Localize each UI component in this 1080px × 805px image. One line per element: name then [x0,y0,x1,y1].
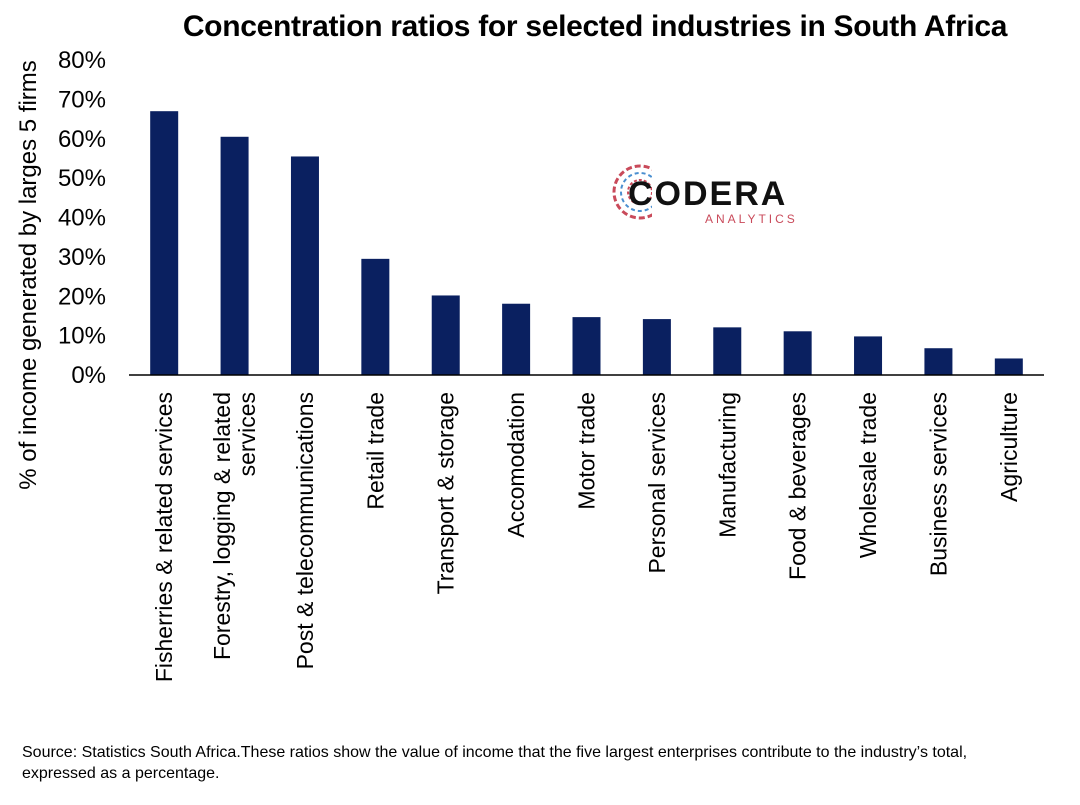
x-tick-label-line: Manufacturing [714,392,740,538]
x-tick-label-line: Fisherries & related services [151,392,177,682]
x-tick-label: Forestry, logging & relatedservices [209,392,260,660]
bar [642,319,671,375]
bar [713,327,742,375]
logo-tagline: ANALYTICS [705,212,798,226]
x-tick-label-line: Agriculture [996,392,1022,502]
y-tick-label: 10% [58,323,106,350]
source-note: Source: Statistics South Africa.These ra… [22,744,968,782]
y-axis-title: % of income generated by larges 5 firms [15,60,42,490]
x-tick-label-line: Forestry, logging & related [209,392,235,660]
x-tick-label: Retail trade [362,392,388,510]
x-tick-label-line: Personal services [644,392,670,574]
x-tick-label-line: Business services [925,392,951,576]
y-tick-label: 60% [58,126,106,153]
x-tick-label-line: Transport & storage [433,392,459,594]
bar [220,136,249,375]
x-tick-label: Food & beverages [785,392,811,580]
bar [994,358,1023,375]
x-tick-label: Post & telecommunications [292,392,318,669]
y-tick-label: 80% [58,47,106,74]
x-tick-label: Fisherries & related services [151,392,177,682]
bar [502,303,531,375]
x-tick-label-line: Retail trade [362,392,388,510]
x-tick-label: Accomodation [503,392,529,538]
bar [361,258,390,375]
chart-title: Concentration ratios for selected indust… [182,10,1008,43]
y-tick-label: 20% [58,283,106,310]
bars [150,111,1023,375]
y-tick-label: 0% [71,362,106,389]
bar [290,156,319,375]
y-axis-ticks: 0% 10% 20% 30% 40% 50% 60% 70% 80% [58,47,106,389]
y-tick-label: 50% [58,165,106,192]
y-tick-label: 70% [58,86,106,113]
bar [924,348,953,375]
x-tick-label-line: services [234,392,260,476]
x-tick-label: Business services [925,392,951,576]
logo-circle-icon [612,160,674,224]
y-tick-label: 30% [58,244,106,271]
bar-chart: 0% 10% 20% 30% 40% 50% 60% 70% 80% Fisherries & … [15,47,1044,682]
bar [431,295,460,375]
codera-logo: CODERA ANALYTICS [612,160,798,226]
x-axis-labels: Fisherries & related services Forestry, l… [151,392,1022,682]
x-tick-label-line: Wholesale trade [855,392,881,558]
bar [150,111,179,375]
bar [783,331,812,375]
x-tick-label-line: Accomodation [503,392,529,538]
logo-name: CODERA [628,175,787,213]
x-tick-label-line: Motor trade [574,392,600,510]
x-tick-label: Transport & storage [433,392,459,594]
x-tick-label: Agriculture [996,392,1022,502]
x-tick-label-line: Food & beverages [785,392,811,580]
x-tick-label: Personal services [644,392,670,574]
x-tick-label-line: Post & telecommunications [292,392,318,669]
x-tick-label: Motor trade [574,392,600,510]
bar [572,317,601,375]
x-tick-label: Wholesale trade [855,392,881,558]
y-tick-label: 40% [58,205,106,232]
x-tick-label: Manufacturing [714,392,740,538]
bar [854,336,883,375]
